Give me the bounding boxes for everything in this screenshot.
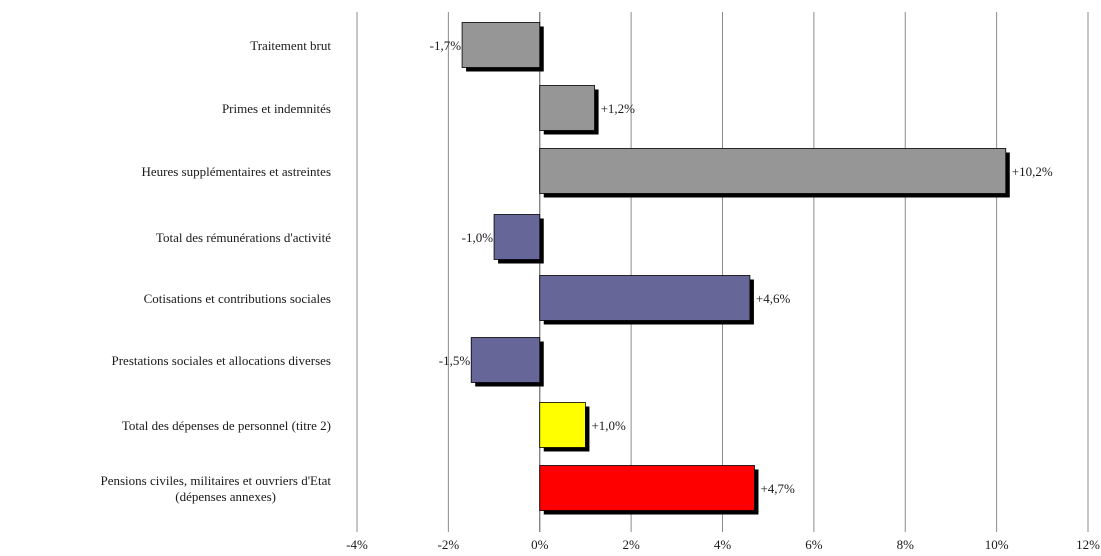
x-tick-label: -2% <box>438 537 460 551</box>
x-tick-label: 6% <box>805 537 823 551</box>
data-label: -1,5% <box>439 353 471 368</box>
category-label: Pensions civiles, militaires et ouvriers… <box>100 473 331 504</box>
x-tick-label: 8% <box>897 537 915 551</box>
data-label: +1,2% <box>601 101 636 116</box>
category-label: Primes et indemnités <box>222 101 331 116</box>
category-label: Cotisations et contributions sociales <box>144 291 331 306</box>
data-label: +10,2% <box>1012 164 1053 179</box>
x-tick-label: 2% <box>622 537 640 551</box>
bar <box>539 148 1007 194</box>
bar <box>539 275 751 321</box>
bar <box>539 85 595 131</box>
bar <box>461 22 541 68</box>
bars <box>461 22 1010 515</box>
bar <box>539 465 755 511</box>
x-tick-label: 4% <box>714 537 732 551</box>
x-tick-label: 12% <box>1076 537 1100 551</box>
category-label: Prestations sociales et allocations dive… <box>111 353 331 368</box>
gridlines <box>356 12 1089 532</box>
data-label: +1,0% <box>591 418 626 433</box>
data-label: -1,0% <box>462 230 494 245</box>
data-labels: -1,7% +1,2% +10,2% -1,0% +4,6% -1,5% +1,0% +4,7… <box>430 38 1053 496</box>
bar <box>493 214 541 260</box>
category-label: Traitement brut <box>250 38 331 53</box>
bar <box>470 337 541 383</box>
data-label: +4,6% <box>756 291 791 306</box>
category-label: Total des dépenses de personnel (titre 2… <box>122 418 331 433</box>
category-label: Total des rémunérations d'activité <box>156 230 331 245</box>
data-label: -1,7% <box>430 38 462 53</box>
category-label-line: (dépenses annexes) <box>175 489 276 504</box>
category-labels: Traitement brut Primes et indemnités Heure… <box>100 38 331 504</box>
x-tick-label: -4% <box>346 537 368 551</box>
category-label-line: Pensions civiles, militaires et ouvriers… <box>100 473 331 488</box>
bar <box>539 402 586 448</box>
category-label: Heures supplémentaires et astreintes <box>141 164 331 179</box>
x-tick-label: 0% <box>531 537 549 551</box>
x-tick-label: 10% <box>985 537 1009 551</box>
data-label: +4,7% <box>760 481 795 496</box>
